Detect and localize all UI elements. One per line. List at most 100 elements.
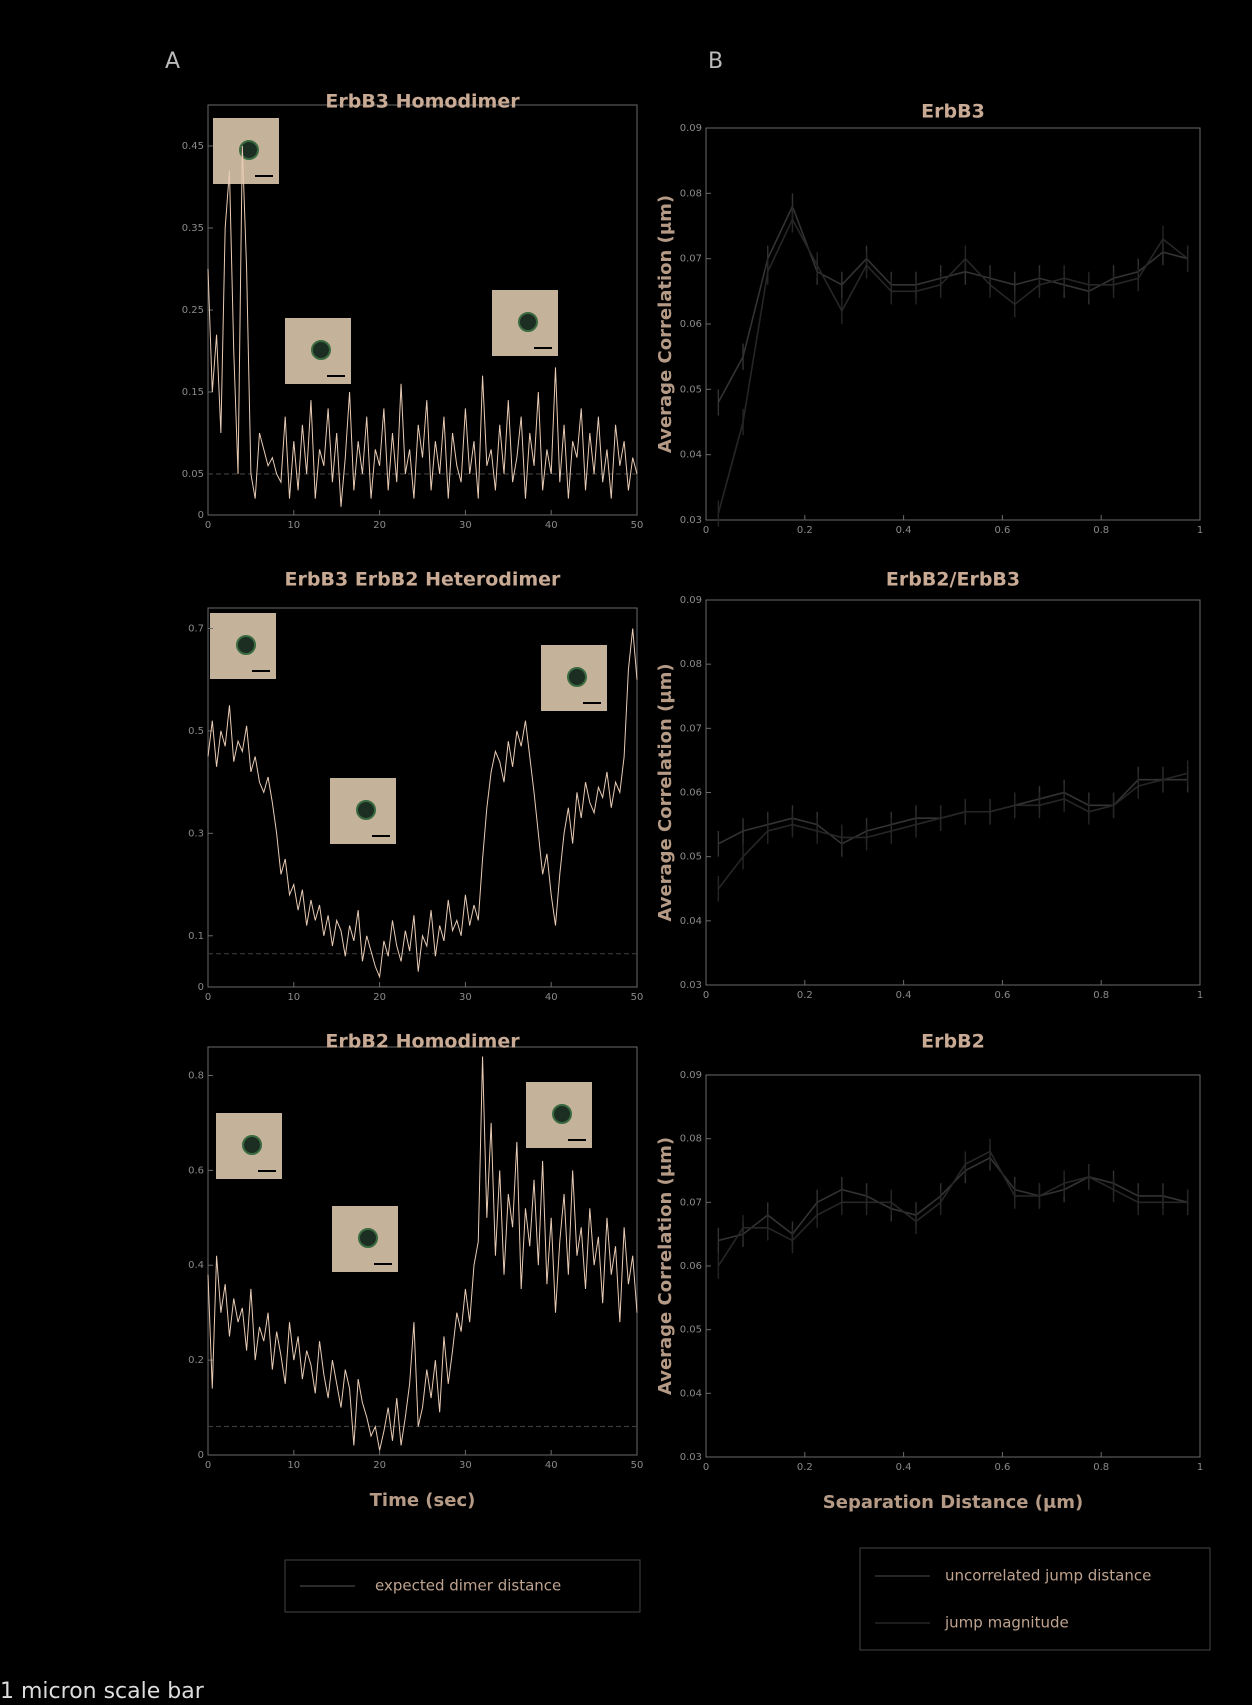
y-tick-label: 0.09 <box>680 123 702 134</box>
legend-box <box>284 1559 641 1613</box>
y-tick-label: 0.06 <box>680 319 702 330</box>
y-tick-label: 0 <box>198 982 204 993</box>
insets <box>210 118 607 1272</box>
y-tick-label: 0 <box>198 1450 204 1461</box>
y-tick-label: 0.09 <box>680 595 702 606</box>
y-tick-label: 0.08 <box>680 188 702 199</box>
plot-frame <box>207 1046 638 1456</box>
chart-title: ErbB3 Homodimer <box>325 91 520 113</box>
x-tick-label: 0 <box>205 520 211 531</box>
y-tick-label: 0.07 <box>680 254 702 265</box>
data-line <box>717 772 1188 890</box>
legend-label: jump magnitude <box>944 1614 1069 1632</box>
y-tick-label: 0.15 <box>182 387 204 398</box>
x-tick-label: 0.2 <box>797 525 813 536</box>
chart-title: ErbB3 ErbB2 Heterodimer <box>285 569 562 591</box>
legend-label: expected dimer distance <box>375 1577 561 1595</box>
x-tick-label: 30 <box>459 520 472 531</box>
y-tick-label: 0.7 <box>188 623 204 634</box>
chart-title: ErbB2 <box>921 1031 985 1053</box>
y-tick-label: 0.07 <box>680 723 702 734</box>
x-tick-label: 40 <box>545 520 558 531</box>
x-tick-label: 10 <box>287 520 300 531</box>
x-tick-label: 0.4 <box>896 1462 912 1473</box>
x-tick-label: 0.8 <box>1093 1462 1109 1473</box>
y-tick-label: 0.03 <box>680 980 702 991</box>
y-tick-label: 0.35 <box>182 223 204 234</box>
inset-spot <box>356 800 376 820</box>
data-line <box>207 1056 638 1451</box>
x-tick-label: 40 <box>545 1460 558 1471</box>
y-tick-label: 0.4 <box>188 1260 204 1271</box>
x-tick-label: 0.8 <box>1093 525 1109 536</box>
x-axis-label: Time (sec) <box>370 1490 476 1511</box>
x-tick-label: 0 <box>703 990 709 1001</box>
x-tick-label: 0 <box>205 992 211 1003</box>
x-tick-label: 1 <box>1197 1462 1203 1473</box>
inset-spot <box>311 340 331 360</box>
inset-spot <box>239 140 259 160</box>
y-tick-label: 0.04 <box>680 450 702 461</box>
x-tick-label: 20 <box>373 520 386 531</box>
panel-label: A <box>165 49 180 74</box>
chart-title: ErbB2 Homodimer <box>325 1031 520 1053</box>
x-tick-label: 50 <box>631 1460 644 1471</box>
inset-spot <box>567 667 587 687</box>
y-axis-label: Average Correlation (μm) <box>655 1137 676 1395</box>
inset-spot <box>236 635 256 655</box>
y-tick-label: 0.04 <box>680 916 702 927</box>
inset-spot <box>552 1104 572 1124</box>
legend-box <box>859 1547 1211 1651</box>
y-tick-label: 0.07 <box>680 1197 702 1208</box>
y-tick-label: 0.05 <box>182 469 204 480</box>
y-tick-label: 0.05 <box>680 852 702 863</box>
y-tick-label: 0 <box>198 510 204 521</box>
x-tick-label: 0.8 <box>1093 990 1109 1001</box>
x-tick-label: 0.2 <box>797 990 813 1001</box>
y-tick-label: 0.5 <box>188 726 204 737</box>
data-line <box>717 1150 1188 1267</box>
x-tick-label: 0.6 <box>994 525 1010 536</box>
data-line <box>207 628 638 979</box>
inset-spot <box>358 1228 378 1248</box>
y-tick-label: 0.03 <box>680 1452 702 1463</box>
y-tick-label: 0.3 <box>188 828 204 839</box>
y-axis-label: Average Correlation (μm) <box>655 663 676 921</box>
x-tick-label: 20 <box>373 992 386 1003</box>
x-tick-label: 0.4 <box>896 990 912 1001</box>
inset-spot <box>518 312 538 332</box>
x-tick-label: 30 <box>459 1460 472 1471</box>
data-line <box>717 204 1188 403</box>
y-axis-label: Average Correlation (μm) <box>655 195 676 453</box>
y-tick-label: 0.05 <box>680 384 702 395</box>
y-tick-label: 0.08 <box>680 1134 702 1145</box>
y-tick-label: 0.03 <box>680 515 702 526</box>
y-tick-label: 0.2 <box>188 1355 204 1366</box>
y-tick-label: 0.25 <box>182 305 204 316</box>
data-line <box>207 145 638 507</box>
y-tick-label: 0.45 <box>182 141 204 152</box>
x-tick-label: 0.2 <box>797 1462 813 1473</box>
y-tick-label: 0.8 <box>188 1070 204 1081</box>
chart-title: ErbB3 <box>921 101 985 123</box>
y-tick-label: 0.1 <box>188 931 204 942</box>
y-tick-label: 0.06 <box>680 1261 702 1272</box>
x-tick-label: 10 <box>287 992 300 1003</box>
x-tick-label: 0 <box>703 1462 709 1473</box>
x-tick-label: 1 <box>1197 990 1203 1001</box>
x-tick-label: 50 <box>631 992 644 1003</box>
y-tick-label: 0.6 <box>188 1165 204 1176</box>
x-tick-label: 0 <box>703 525 709 536</box>
y-tick-label: 0.08 <box>680 659 702 670</box>
x-tick-label: 0.4 <box>896 525 912 536</box>
x-tick-label: 40 <box>545 992 558 1003</box>
x-tick-label: 10 <box>287 1460 300 1471</box>
y-tick-label: 0.04 <box>680 1388 702 1399</box>
footnote: 1 micron scale bar <box>0 1679 205 1704</box>
x-tick-label: 30 <box>459 992 472 1003</box>
x-tick-label: 0 <box>205 1460 211 1471</box>
x-tick-label: 0.6 <box>994 990 1010 1001</box>
y-tick-label: 0.09 <box>680 1070 702 1081</box>
x-tick-label: 0.6 <box>994 1462 1010 1473</box>
